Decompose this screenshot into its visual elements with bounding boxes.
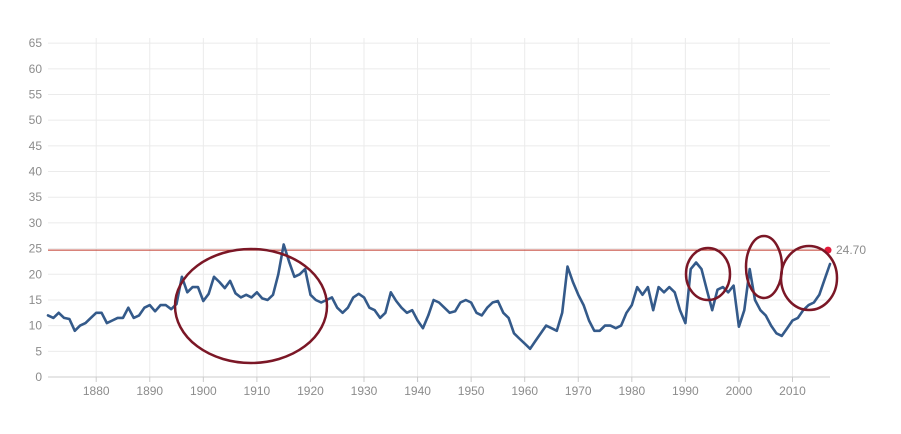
x-tick-label: 1950 bbox=[458, 384, 485, 398]
y-tick-label: 45 bbox=[29, 139, 43, 153]
y-tick-label: 5 bbox=[35, 344, 42, 358]
x-tick-label: 2000 bbox=[726, 384, 753, 398]
y-tick-label: 40 bbox=[29, 165, 43, 179]
y-tick-label: 30 bbox=[29, 216, 43, 230]
annotation-circle bbox=[684, 246, 732, 302]
y-tick-label: 65 bbox=[29, 36, 43, 50]
reference-value-label: 24.70 bbox=[836, 243, 866, 257]
y-tick-label: 15 bbox=[29, 293, 43, 307]
x-tick-label: 1940 bbox=[404, 384, 431, 398]
y-tick-label: 55 bbox=[29, 88, 43, 102]
x-tick-label: 1970 bbox=[565, 384, 592, 398]
axes: 0 5 10 15 20 25 30 35 40 45 50 55 60 65 1880 1890 1900 19… bbox=[29, 36, 830, 398]
series-line[interactable] bbox=[46, 243, 832, 351]
annotation-circle bbox=[744, 234, 784, 300]
x-tick-label: 1990 bbox=[672, 384, 699, 398]
y-tick-label: 0 bbox=[35, 370, 42, 384]
x-tick-label: 1890 bbox=[136, 384, 163, 398]
x-tick-label: 2010 bbox=[779, 384, 806, 398]
x-tick-label: 1900 bbox=[190, 384, 217, 398]
x-tick-label: 1980 bbox=[618, 384, 645, 398]
x-tick-label: 1880 bbox=[83, 384, 110, 398]
y-tick-label: 25 bbox=[29, 242, 43, 256]
x-tick-label: 1930 bbox=[351, 384, 378, 398]
annotation-circle bbox=[173, 247, 329, 365]
y-tick-label: 10 bbox=[29, 319, 43, 333]
y-tick-label: 20 bbox=[29, 267, 43, 281]
reference-line-group: 24.70 bbox=[48, 243, 866, 257]
x-tick-label: 1920 bbox=[297, 384, 324, 398]
y-tick-label: 50 bbox=[29, 113, 43, 127]
grid-lines bbox=[48, 38, 830, 378]
x-tick-label: 1910 bbox=[244, 384, 271, 398]
series-group bbox=[46, 243, 832, 351]
x-tick-label: 1960 bbox=[511, 384, 538, 398]
annotation-circle bbox=[779, 244, 839, 312]
y-tick-label: 60 bbox=[29, 62, 43, 76]
y-tick-label: 35 bbox=[29, 190, 43, 204]
annotations bbox=[173, 234, 839, 365]
